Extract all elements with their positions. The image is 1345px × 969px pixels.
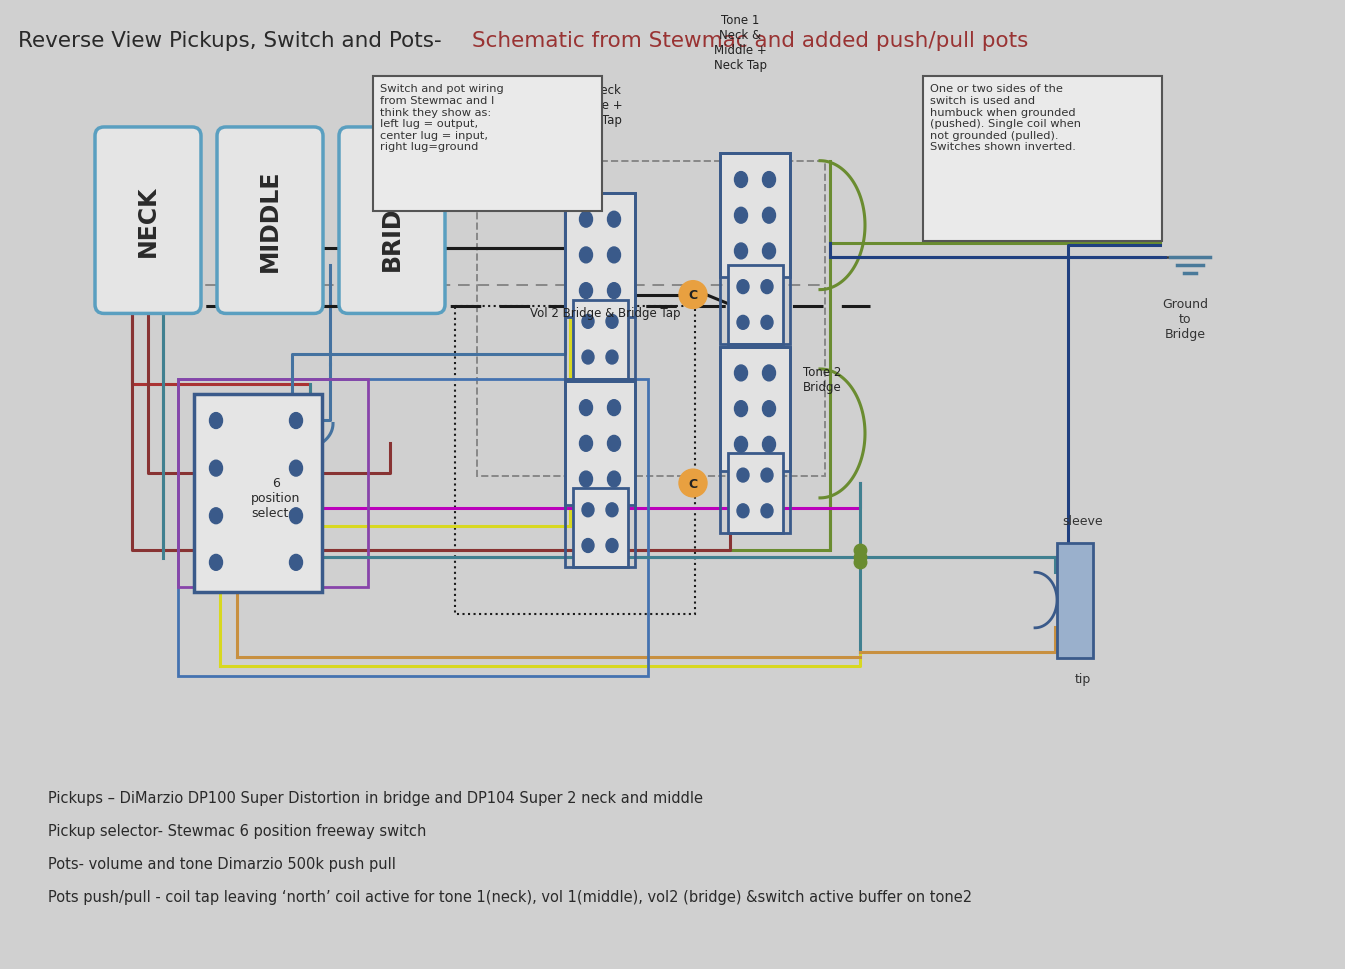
Ellipse shape — [210, 460, 222, 477]
Bar — [455, 307, 695, 614]
Bar — [565, 194, 635, 380]
Bar — [178, 380, 648, 676]
FancyBboxPatch shape — [217, 128, 323, 314]
Text: Tone 1
Neck &
Middle +
Neck Tap: Tone 1 Neck & Middle + Neck Tap — [713, 15, 767, 73]
Ellipse shape — [737, 280, 749, 295]
Ellipse shape — [607, 539, 617, 553]
Bar — [565, 382, 635, 568]
Ellipse shape — [761, 280, 773, 295]
Ellipse shape — [761, 504, 773, 518]
Ellipse shape — [737, 504, 749, 518]
Text: Schematic from Stewmac and added push/pull pots: Schematic from Stewmac and added push/pu… — [472, 31, 1029, 50]
Ellipse shape — [737, 469, 749, 483]
Ellipse shape — [580, 248, 593, 264]
Ellipse shape — [763, 401, 776, 417]
Text: One or two sides of the
switch is used and
humbuck when grounded
(pushed). Singl: One or two sides of the switch is used a… — [929, 84, 1081, 152]
Ellipse shape — [608, 436, 620, 452]
Ellipse shape — [582, 351, 594, 364]
Ellipse shape — [289, 413, 303, 429]
Bar — [720, 154, 790, 278]
Ellipse shape — [763, 365, 776, 382]
Ellipse shape — [580, 472, 593, 487]
Ellipse shape — [608, 212, 620, 228]
Ellipse shape — [763, 208, 776, 224]
Ellipse shape — [734, 401, 748, 417]
Text: BRIDGE: BRIDGE — [381, 171, 404, 271]
Bar — [178, 380, 369, 587]
Ellipse shape — [580, 436, 593, 452]
Ellipse shape — [289, 460, 303, 477]
Bar — [720, 347, 790, 471]
Text: Pickups – DiMarzio DP100 Super Distortion in bridge and DP104 Super 2 neck and m: Pickups – DiMarzio DP100 Super Distortio… — [48, 791, 703, 805]
Text: Tone 2
Bridge: Tone 2 Bridge — [803, 365, 842, 393]
Bar — [728, 453, 783, 533]
Ellipse shape — [607, 315, 617, 328]
Ellipse shape — [582, 315, 594, 328]
Text: Pickup selector- Stewmac 6 position freeway switch: Pickup selector- Stewmac 6 position free… — [48, 824, 426, 838]
Bar — [1057, 543, 1093, 658]
Ellipse shape — [608, 472, 620, 487]
Bar — [565, 382, 635, 506]
Ellipse shape — [607, 503, 617, 517]
Ellipse shape — [210, 509, 222, 524]
Ellipse shape — [580, 212, 593, 228]
FancyBboxPatch shape — [95, 128, 200, 314]
Ellipse shape — [608, 283, 620, 299]
Ellipse shape — [580, 400, 593, 416]
Ellipse shape — [737, 316, 749, 330]
Bar — [720, 154, 790, 345]
Text: NECK: NECK — [136, 185, 160, 257]
Text: tip: tip — [1075, 672, 1091, 686]
Text: Ground
to
Bridge: Ground to Bridge — [1162, 297, 1208, 340]
Ellipse shape — [763, 172, 776, 188]
Ellipse shape — [289, 555, 303, 571]
FancyBboxPatch shape — [339, 128, 445, 314]
Ellipse shape — [608, 400, 620, 416]
Bar — [477, 162, 824, 477]
Ellipse shape — [582, 539, 594, 553]
Ellipse shape — [608, 248, 620, 264]
Ellipse shape — [734, 172, 748, 188]
Text: Switch and pot wiring
from Stewmac and I
think they show as:
left lug = output,
: Switch and pot wiring from Stewmac and I… — [381, 84, 504, 152]
Text: MIDDLE: MIDDLE — [258, 170, 282, 272]
Text: C: C — [689, 477, 698, 490]
Ellipse shape — [734, 437, 748, 453]
Text: Pots- volume and tone Dimarzio 500k push pull: Pots- volume and tone Dimarzio 500k push… — [48, 856, 395, 871]
Ellipse shape — [734, 244, 748, 260]
Ellipse shape — [734, 365, 748, 382]
Bar — [194, 394, 321, 592]
Text: Reverse View Pickups, Switch and Pots-: Reverse View Pickups, Switch and Pots- — [17, 31, 448, 50]
Bar — [573, 300, 628, 380]
Circle shape — [679, 470, 707, 497]
Text: Vol 2 Bridge & Bridge Tap: Vol 2 Bridge & Bridge Tap — [530, 307, 681, 320]
Ellipse shape — [580, 283, 593, 299]
Ellipse shape — [761, 469, 773, 483]
Text: Pots push/pull - coil tap leaving ‘north’ coil active for tone 1(neck), vol 1(mi: Pots push/pull - coil tap leaving ‘north… — [48, 889, 972, 904]
Ellipse shape — [210, 413, 222, 429]
Text: Vol 1 Neck
& Middle +
Middle Tap: Vol 1 Neck & Middle + Middle Tap — [557, 84, 623, 127]
Text: sleeve: sleeve — [1063, 515, 1103, 527]
Ellipse shape — [607, 351, 617, 364]
Bar — [565, 194, 635, 318]
Text: 6
position
selector: 6 position selector — [252, 477, 301, 519]
Ellipse shape — [763, 437, 776, 453]
Bar — [720, 347, 790, 533]
Ellipse shape — [734, 208, 748, 224]
Bar — [573, 488, 628, 568]
Circle shape — [679, 281, 707, 309]
Text: C: C — [689, 289, 698, 301]
Ellipse shape — [763, 244, 776, 260]
Bar — [728, 266, 783, 345]
FancyBboxPatch shape — [373, 78, 603, 212]
Ellipse shape — [582, 503, 594, 517]
FancyBboxPatch shape — [923, 78, 1162, 242]
Ellipse shape — [761, 316, 773, 330]
Ellipse shape — [289, 509, 303, 524]
Ellipse shape — [210, 555, 222, 571]
